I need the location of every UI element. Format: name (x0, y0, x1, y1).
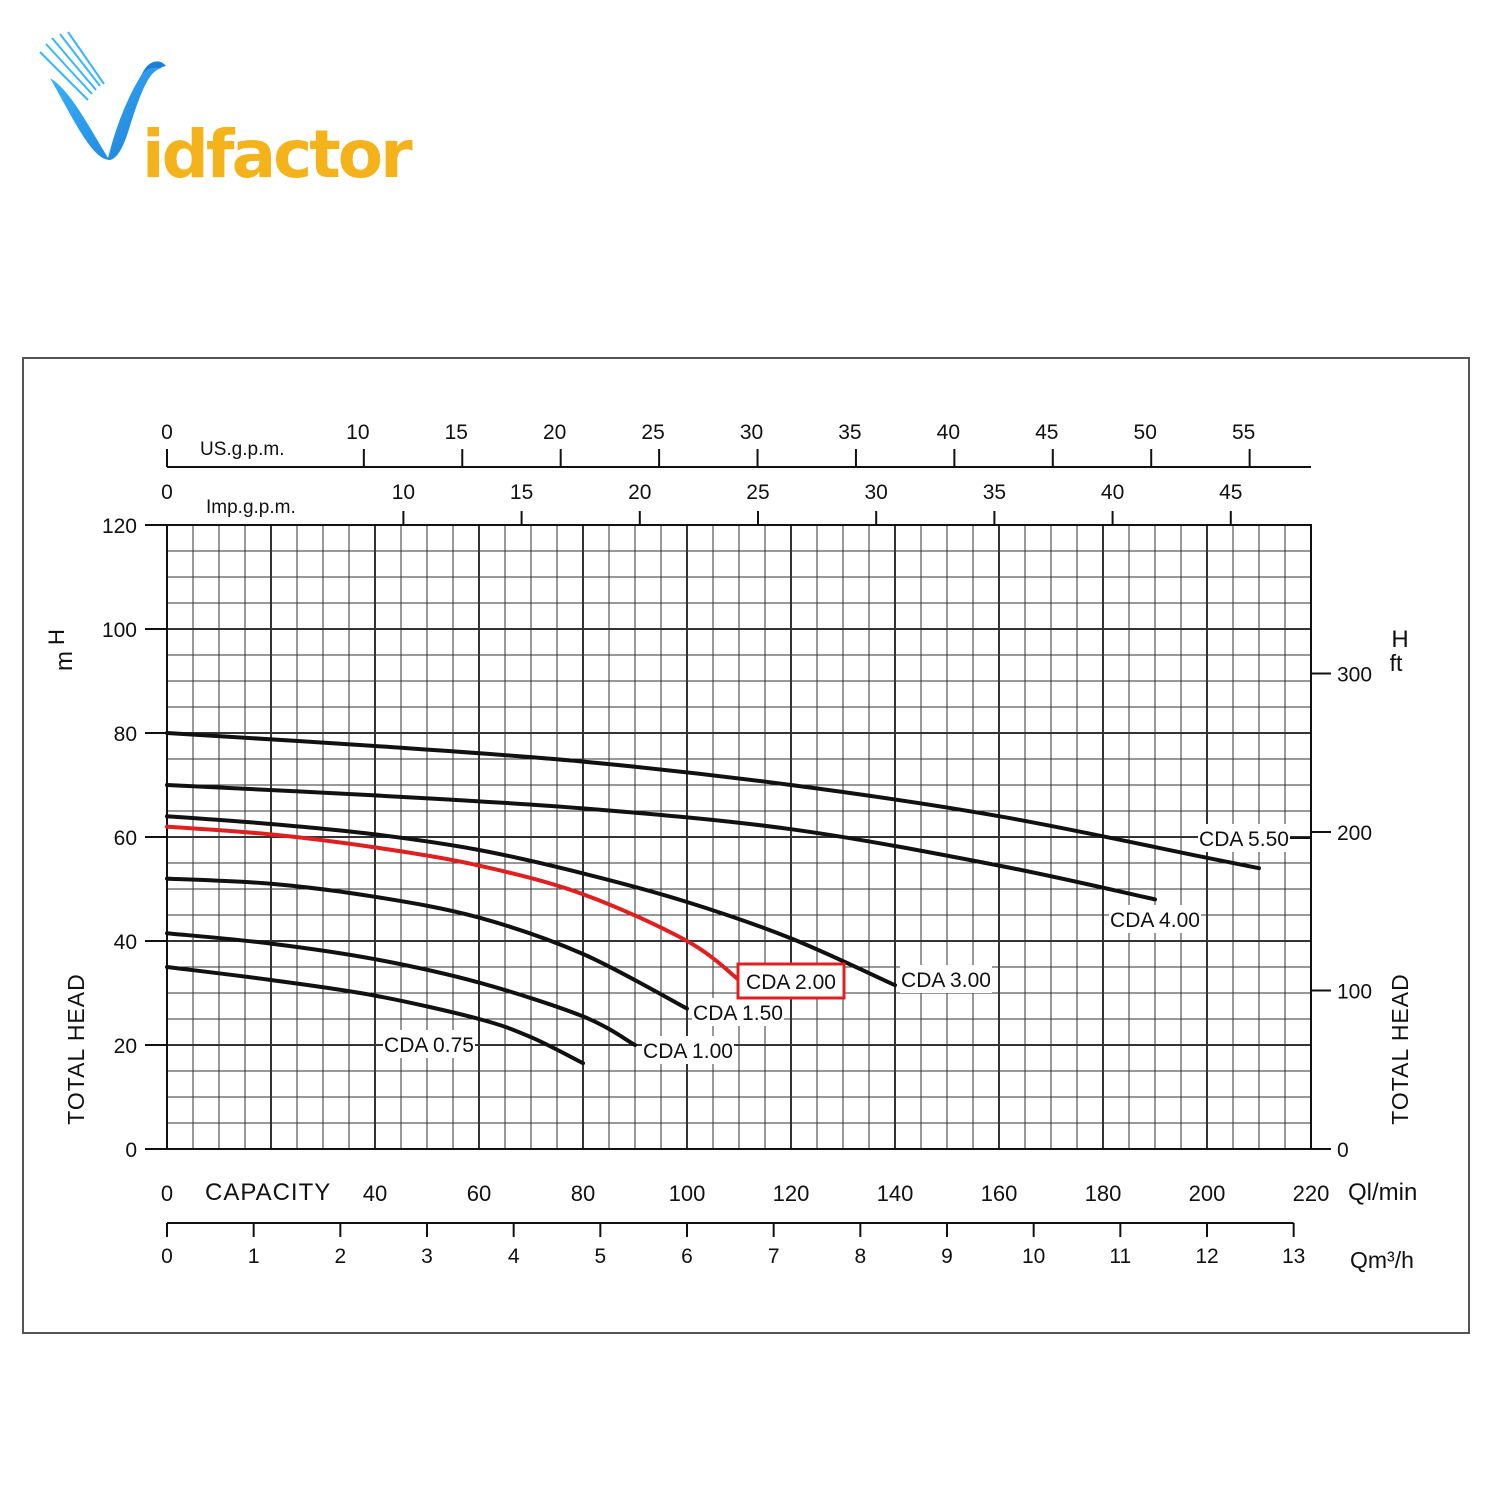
y-right-tick-label: 300 (1337, 664, 1372, 687)
y-tick-label: 60 (114, 827, 137, 850)
y-tick-label: 80 (114, 723, 137, 746)
x-usgpm-tick-label: 35 (838, 421, 861, 444)
x-m3h-tick-label: 3 (421, 1245, 433, 1268)
x-impgpm-tick-label: 20 (628, 481, 651, 504)
x-usgpm-tick-label: 45 (1035, 421, 1058, 444)
vidfactor-logo: idfactor (30, 30, 413, 188)
curve-cda-2-00 (165, 824, 741, 982)
x-m3h-tick-label: 6 (681, 1245, 693, 1268)
curve-cda-4-00 (165, 783, 1157, 902)
y-right-tick-label: 0 (1337, 1139, 1349, 1162)
curve-cda-0-75 (165, 965, 585, 1066)
x-tick-label: 0 (161, 1181, 173, 1206)
curve-cda-5-50 (165, 731, 1261, 871)
x-tick-label: 100 (669, 1181, 706, 1206)
x-impgpm-tick-label: 10 (392, 481, 415, 504)
label-background (1109, 905, 1201, 933)
y-tick-label: 120 (102, 515, 137, 538)
y-unit-label: H (44, 629, 69, 645)
curve-cda-1-00 (165, 931, 637, 1047)
highlight-label-box (736, 962, 846, 1000)
x-m3h-tick-label: 1 (248, 1245, 260, 1268)
series-label: CDA 5.50 (1199, 828, 1289, 851)
x-m3h-tick-label: 7 (768, 1245, 780, 1268)
x-usgpm-tick-label: 55 (1232, 421, 1255, 444)
x-m3h-tick-label: 8 (854, 1245, 866, 1268)
x-usgpm-tick-label: 30 (740, 421, 763, 444)
x-tick-label: 180 (1085, 1181, 1122, 1206)
x-unit-qlmin: Ql/min (1348, 1179, 1417, 1206)
y-axis-title-right: TOTAL HEAD (1387, 973, 1413, 1124)
x-usgpm-tick-label: 15 (445, 421, 468, 444)
x-tick-label: 200 (1189, 1181, 1226, 1206)
x-usgpm-tick-label: 40 (937, 421, 960, 444)
logo-feather-lines (39, 31, 105, 101)
x-unit-usgpm: US.g.p.m. (200, 439, 284, 460)
curve-cda-3-00 (165, 814, 897, 988)
x-m3h-tick-label: 0 (161, 1245, 173, 1268)
logo-wordmark: idfactor (142, 116, 413, 193)
x-impgpm-tick-label: 25 (746, 481, 769, 504)
y-unit-label-m: m (51, 651, 78, 671)
x-tick-label: 40 (363, 1181, 387, 1206)
x-unit-m3h: Qm³/h (1350, 1247, 1414, 1273)
x-usgpm-tick-label: 25 (641, 421, 664, 444)
x-impgpm-tick-label: 0 (161, 481, 173, 504)
x-m3h-tick-label: 13 (1282, 1245, 1305, 1268)
y-tick-label: 40 (114, 931, 137, 954)
series-label: CDA 2.00 (746, 971, 836, 994)
x-m3h-tick-label: 5 (594, 1245, 606, 1268)
y-right-tick-label: 100 (1337, 981, 1372, 1004)
y-axis-title-left: TOTAL HEAD (63, 973, 89, 1124)
y-right-tick-label: 200 (1337, 822, 1372, 845)
x-tick-label: 60 (467, 1181, 491, 1206)
x-m3h-tick-label: 4 (508, 1245, 520, 1268)
x-m3h-tick-label: 2 (334, 1245, 346, 1268)
y-tick-label: 100 (102, 619, 137, 642)
curve-cda-1-50 (165, 876, 689, 1011)
grid-lines (166, 524, 1312, 1150)
logo-v-mark (39, 31, 166, 160)
x-m3h-tick-label: 11 (1109, 1245, 1131, 1268)
x-axis-title: CAPACITY (205, 1179, 331, 1206)
x-tick-label: 140 (877, 1181, 914, 1206)
x-unit-impgpm: Imp.g.p.m. (206, 497, 296, 518)
x-tick-label: 120 (773, 1181, 810, 1206)
label-background (642, 1036, 734, 1064)
x-usgpm-tick-label: 20 (543, 421, 566, 444)
x-usgpm-tick-label: 10 (346, 421, 369, 444)
label-background (383, 1030, 475, 1058)
x-tick-label: 220 (1293, 1181, 1330, 1206)
series-label: CDA 4.00 (1110, 909, 1200, 932)
x-usgpm-tick-label: 50 (1134, 421, 1157, 444)
label-background (900, 965, 992, 993)
x-m3h-tick-label: 9 (941, 1245, 953, 1268)
series-label: CDA 0.75 (384, 1034, 474, 1057)
x-m3h-tick-label: 12 (1195, 1245, 1218, 1268)
y-tick-label: 0 (125, 1139, 137, 1162)
series-label: CDA 1.50 (693, 1002, 783, 1025)
y-right-unit-label-ft: ft (1390, 650, 1403, 676)
x-tick-label: 160 (981, 1181, 1018, 1206)
label-background (692, 998, 784, 1026)
label-background (1198, 824, 1290, 852)
x-usgpm-tick-label: 0 (161, 421, 173, 444)
x-impgpm-tick-label: 15 (510, 481, 533, 504)
y-right-unit-label: H (1391, 626, 1408, 653)
x-impgpm-tick-label: 45 (1219, 481, 1242, 504)
y-tick-label: 20 (114, 1035, 137, 1058)
x-impgpm-tick-label: 30 (865, 481, 888, 504)
x-impgpm-tick-label: 35 (983, 481, 1006, 504)
series-label: CDA 3.00 (901, 969, 991, 992)
x-m3h-tick-label: 10 (1022, 1245, 1045, 1268)
series-label: CDA 1.00 (643, 1040, 733, 1063)
x-impgpm-tick-label: 40 (1101, 481, 1124, 504)
x-tick-label: 80 (571, 1181, 595, 1206)
